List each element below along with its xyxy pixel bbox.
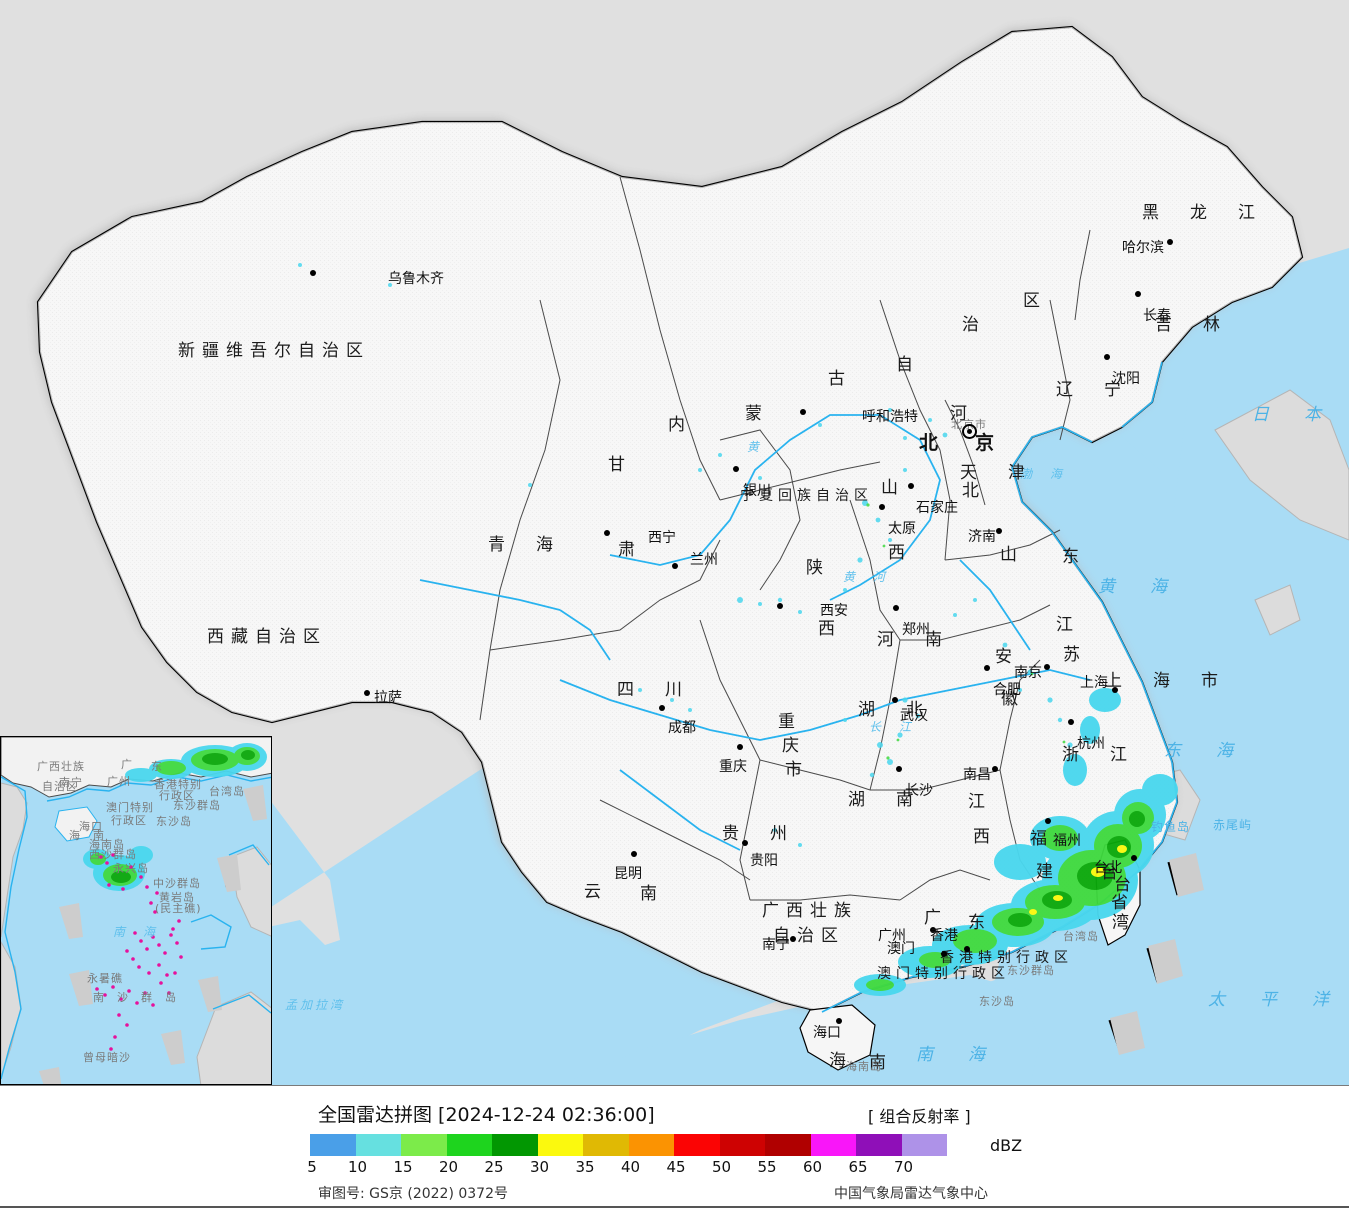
city-marker-dot (964, 946, 970, 952)
colorbar-tick: 65 (848, 1158, 868, 1176)
footer-product-mode: [ 组合反射率 ] (868, 1107, 971, 1126)
city-marker-dot (879, 504, 885, 510)
inset-vector-layer (1, 737, 271, 1084)
colorbar-swatch (537, 1134, 583, 1156)
city-marker-dot (896, 766, 902, 772)
city-marker-dot (930, 927, 936, 933)
city-marker-dot (659, 705, 665, 711)
colorbar-swatch (401, 1134, 447, 1156)
colorbar-swatch (765, 1134, 811, 1156)
city-marker-dot (892, 697, 898, 703)
colorbar-tick: 15 (393, 1158, 413, 1176)
colorbar-tick: 35 (575, 1158, 595, 1176)
city-marker-dot (992, 766, 998, 772)
colorbar-swatch (355, 1134, 401, 1156)
city-marker-dot (733, 466, 739, 472)
city-marker-dot (310, 270, 316, 276)
city-marker-dot (1131, 855, 1137, 861)
colorbar-tick: 40 (620, 1158, 641, 1176)
city-marker-dot (742, 840, 748, 846)
colorbar-swatch (719, 1134, 765, 1156)
colorbar-swatch (810, 1134, 856, 1156)
city-marker-dot (996, 528, 1002, 534)
colorbar-tick: 10 (347, 1158, 368, 1176)
city-marker-dot (893, 605, 899, 611)
city-marker-dot (836, 1018, 842, 1024)
reef-symbols (95, 853, 183, 1051)
colorbar-swatch (856, 1134, 902, 1156)
colorbar-swatch (628, 1134, 674, 1156)
colorbar-unit-label: dBZ (990, 1136, 1023, 1155)
city-marker-dot (672, 563, 678, 569)
city-marker-dot (631, 851, 637, 857)
city-marker-dot (777, 603, 783, 609)
colorbar[interactable] (310, 1134, 947, 1156)
colorbar-tick: 20 (438, 1158, 459, 1176)
bottom-rule (0, 1206, 1349, 1208)
city-marker-dot (1135, 291, 1141, 297)
south-china-sea-inset[interactable]: 广西壮族 自治区广东南宁 广州 香港特别 行政区 澳门特别 行政区 东沙群岛 东沙岛 台湾岛 海口海… (0, 736, 272, 1085)
city-marker-dot (1045, 818, 1051, 824)
colorbar-swatch (583, 1134, 629, 1156)
colorbar-tick: 60 (802, 1158, 823, 1176)
colorbar-swatch (310, 1134, 356, 1156)
city-marker-dot (1044, 664, 1050, 670)
radar-echo-inland-green (866, 503, 1066, 760)
city-marker-dot (364, 690, 370, 696)
city-marker-dot (984, 665, 990, 671)
city-marker-dot (604, 530, 610, 536)
city-marker-dot (1112, 687, 1118, 693)
colorbar-tick: 45 (666, 1158, 686, 1176)
ocean-east (850, 250, 1349, 1085)
colorbar-swatch (901, 1134, 947, 1156)
colorbar-swatch (492, 1134, 538, 1156)
colorbar-tick: 30 (529, 1158, 550, 1176)
china-radar-map[interactable]: 新疆维吾尔自治区 西藏自治区青 海甘肃内蒙古自治区黑 龙 江吉 林辽 宁河北北 京… (0, 0, 1349, 1085)
city-marker-dot (908, 483, 914, 489)
city-marker-dot (737, 744, 743, 750)
colorbar-swatch (446, 1134, 492, 1156)
issuing-organization: 中国气象局雷达气象中心 (834, 1186, 988, 1202)
city-marker-dot (800, 409, 806, 415)
ocean-southchinasea (560, 975, 1040, 1085)
boundary-dash-backing (1110, 853, 1204, 1055)
city-marker-dot (790, 936, 796, 942)
colorbar-tick: 55 (757, 1158, 777, 1176)
city-marker-dot (1104, 354, 1110, 360)
capital-marker-beijing (962, 424, 977, 439)
radar-echo-southeast (854, 688, 1178, 996)
colorbar-tick: 50 (711, 1158, 732, 1176)
city-marker-dot (941, 951, 947, 957)
colorbar-tick: 70 (893, 1158, 914, 1176)
colorbar-swatch (674, 1134, 720, 1156)
approval-number: 审图号: GS京 (2022) 0372号 (318, 1186, 508, 1202)
map-vector-layer (0, 25, 1349, 1085)
hainan-island (799, 1004, 876, 1071)
terrain-texture (38, 27, 1302, 1012)
colorbar-tick: 5 (307, 1158, 317, 1176)
colorbar-ticks: 5 10 15 20 25 30 35 40 45 50 55 60 65 70 (307, 1158, 1010, 1178)
radar-echo-inland (298, 263, 1073, 847)
footer-title: 全国雷达拼图 [2024-12-24 02:36:00] (318, 1104, 655, 1126)
rivers (419, 414, 1091, 851)
city-marker-dot (1167, 239, 1173, 245)
colorbar-tick: 25 (484, 1158, 504, 1176)
city-marker-dot (1068, 719, 1074, 725)
coastline (821, 361, 1178, 1013)
